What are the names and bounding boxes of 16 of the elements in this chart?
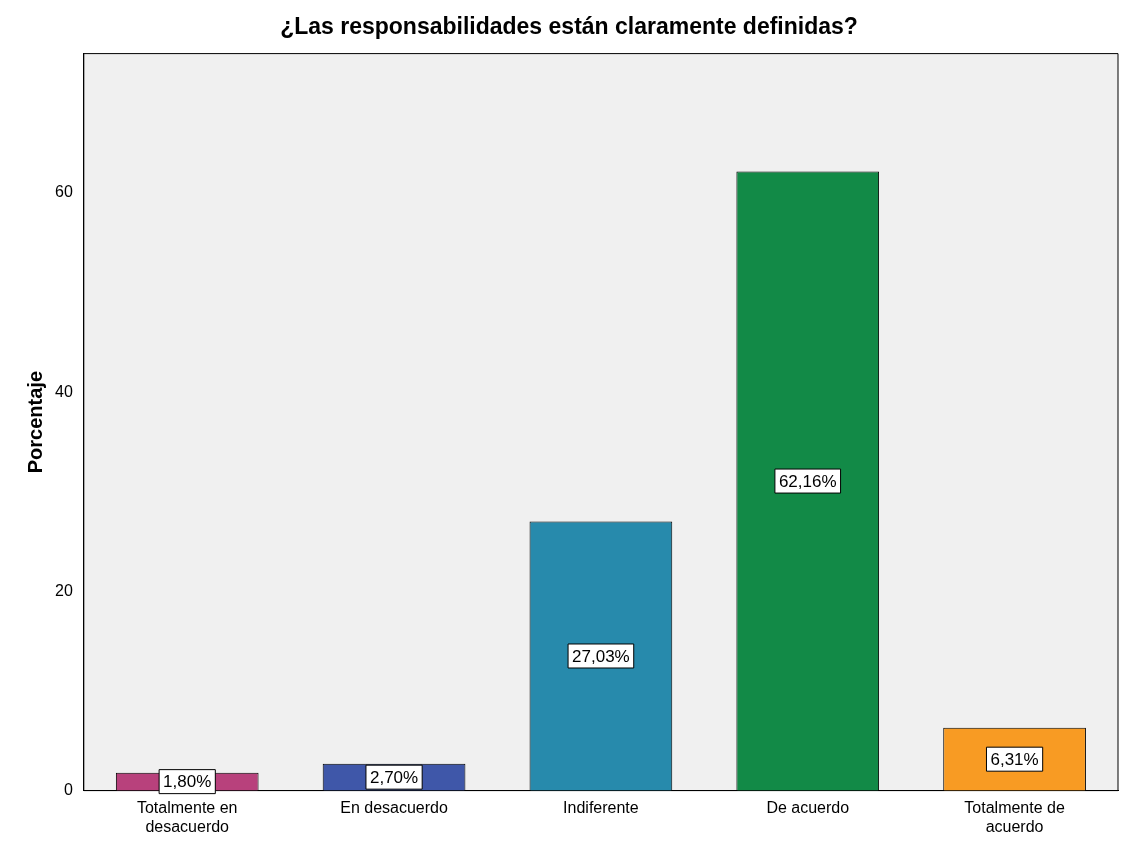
- x-tick-label: Indiferente: [563, 798, 639, 816]
- x-tick-label: Totalmente en desacuerdo: [136, 798, 238, 835]
- y-axis-title: Porcentaje: [23, 370, 46, 474]
- x-tick-label: De acuerdo: [766, 798, 850, 816]
- data-label: 62,16%: [778, 471, 837, 491]
- data-label: 1,80%: [163, 772, 212, 792]
- y-tick-label: 0: [63, 781, 73, 799]
- data-label: 27,03%: [572, 646, 630, 666]
- data-label: 2,70%: [369, 767, 419, 787]
- data-label: 6,31%: [990, 749, 1039, 769]
- y-tick-label: 40: [55, 382, 73, 400]
- chart-title: ¿Las responsabilidades están claramente definidas?: [280, 13, 858, 40]
- y-tick-label: 60: [55, 183, 73, 201]
- y-tick-label: 20: [55, 581, 73, 599]
- x-tick-label: En desacuerdo: [340, 798, 448, 816]
- x-tick-label: Totalmente de acuerdo: [964, 798, 1065, 835]
